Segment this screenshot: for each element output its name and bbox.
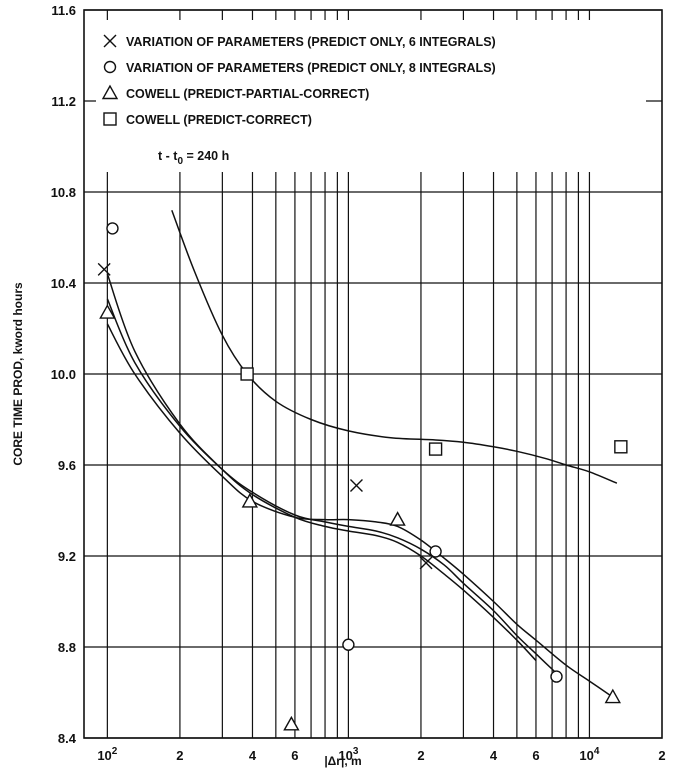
y-tick-label: 10.8 — [51, 185, 76, 200]
fit-curve-square — [171, 209, 618, 484]
y-tick-label: 10.4 — [51, 276, 77, 291]
circle-marker — [429, 545, 442, 558]
circle-marker — [106, 222, 119, 235]
y-tick-label: 9.6 — [58, 458, 76, 473]
data-markers — [97, 222, 628, 731]
x-tick-label: 102 — [97, 746, 117, 763]
circle-marker — [342, 638, 355, 651]
square-marker — [614, 440, 628, 454]
circle-marker — [550, 670, 563, 683]
cross-marker — [419, 556, 433, 570]
triangle-marker — [241, 492, 259, 508]
legend-label: VARIATION OF PARAMETERS (PREDICT ONLY, 8… — [126, 61, 496, 75]
legend-label: VARIATION OF PARAMETERS (PREDICT ONLY, 6… — [126, 35, 496, 49]
fit-curve-x — [106, 273, 537, 662]
y-tick-label: 11.2 — [51, 94, 76, 109]
triangle-marker — [283, 715, 300, 731]
cross-marker — [349, 478, 363, 492]
y-axis-label: CORE TIME PROD, kword hours — [11, 282, 25, 466]
x-tick-label: 6 — [532, 748, 539, 763]
legend-square-marker — [103, 112, 117, 126]
tick-labels: 8.4 8.8 9.2 9.6 10.0 10.4 10.8 11.2 11.6 102 2 4 6 10… — [51, 3, 666, 763]
legend-triangle-marker — [101, 84, 119, 100]
x-tick-label: 2 — [658, 748, 665, 763]
x-tick-label: 6 — [291, 748, 298, 763]
x-tick-label: 2 — [417, 748, 424, 763]
plot-frame — [83, 9, 663, 739]
triangle-marker — [604, 688, 621, 704]
triangle-marker — [99, 304, 116, 319]
square-marker — [428, 442, 443, 456]
square-marker — [240, 367, 254, 381]
cross-marker — [97, 262, 111, 276]
legend-cross-marker — [103, 34, 117, 48]
legend-background — [96, 20, 646, 172]
y-tick-label: 8.8 — [58, 640, 76, 655]
x-tick-label: 4 — [490, 748, 498, 763]
y-tick-label: 11.6 — [51, 3, 76, 18]
y-tick-label: 9.2 — [58, 549, 76, 564]
y-tick-label: 8.4 — [58, 731, 77, 746]
time-span-annotation: t - t0 = 240 h — [158, 149, 229, 167]
x-tick-label: 104 — [579, 746, 599, 763]
legend-circle-marker — [103, 60, 117, 74]
y-tick-label: 10.0 — [51, 367, 76, 382]
fit-curves — [106, 209, 618, 698]
legend-label: COWELL (PREDICT-PARTIAL-CORRECT) — [126, 87, 369, 101]
fit-curve-triangle — [106, 323, 614, 698]
fit-curve-circle — [106, 298, 556, 673]
x-axis-label: |Δr|, m — [324, 754, 361, 768]
triangle-marker — [389, 511, 406, 526]
x-tick-label: 4 — [249, 748, 257, 763]
legend-label: COWELL (PREDICT-CORRECT) — [126, 113, 312, 127]
x-tick-label: 2 — [176, 748, 183, 763]
legend: VARIATION OF PARAMETERS (PREDICT ONLY, 6… — [101, 34, 496, 127]
